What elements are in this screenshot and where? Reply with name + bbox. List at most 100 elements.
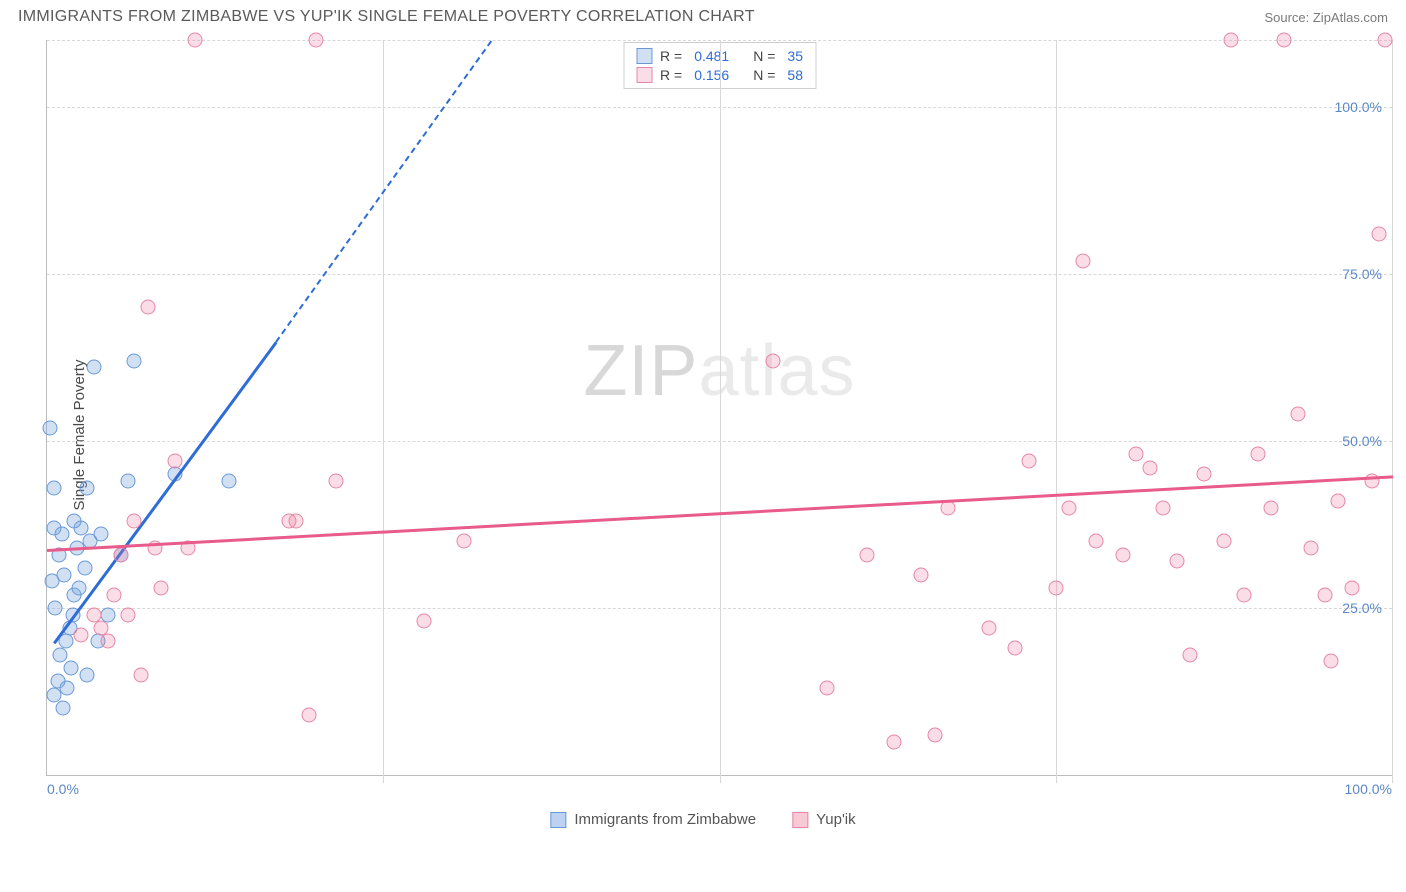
data-point bbox=[80, 667, 95, 682]
data-point bbox=[73, 627, 88, 642]
grid-line-v bbox=[1392, 40, 1393, 783]
y-tick-label: 50.0% bbox=[1342, 433, 1382, 449]
data-point bbox=[1021, 453, 1036, 468]
legend-n-label: N = bbox=[753, 48, 775, 64]
data-point bbox=[113, 547, 128, 562]
grid-line-v bbox=[1056, 40, 1057, 783]
legend-r-label: R = bbox=[660, 48, 682, 64]
data-point bbox=[134, 667, 149, 682]
legend-n-label: N = bbox=[753, 67, 775, 83]
y-tick-label: 100.0% bbox=[1335, 99, 1382, 115]
series-legend: Immigrants from Zimbabwe Yup'ik bbox=[550, 811, 855, 828]
data-point bbox=[329, 474, 344, 489]
legend-swatch bbox=[550, 812, 566, 828]
data-point bbox=[167, 453, 182, 468]
data-point bbox=[1116, 547, 1131, 562]
data-point bbox=[1331, 494, 1346, 509]
grid-line-v bbox=[720, 40, 721, 783]
legend-swatch bbox=[636, 48, 652, 64]
y-tick-label: 25.0% bbox=[1342, 600, 1382, 616]
data-point bbox=[1223, 33, 1238, 48]
data-point bbox=[1317, 587, 1332, 602]
data-point bbox=[1290, 407, 1305, 422]
data-point bbox=[221, 474, 236, 489]
legend-swatch bbox=[792, 812, 808, 828]
data-point bbox=[1129, 447, 1144, 462]
legend-n-value: 58 bbox=[787, 67, 803, 83]
data-point bbox=[1237, 587, 1252, 602]
data-point bbox=[1008, 641, 1023, 656]
legend-item: Immigrants from Zimbabwe bbox=[550, 811, 756, 828]
data-point bbox=[42, 420, 57, 435]
legend-swatch bbox=[636, 67, 652, 83]
data-point bbox=[860, 547, 875, 562]
chart-title: IMMIGRANTS FROM ZIMBABWE VS YUP'IK SINGL… bbox=[18, 8, 755, 26]
chart-container: Single Female Poverty ZIPatlas R =0.481N… bbox=[0, 32, 1406, 838]
legend-n-value: 35 bbox=[787, 48, 803, 64]
x-tick-label: 0.0% bbox=[47, 781, 79, 797]
legend-r-value: 0.156 bbox=[694, 67, 729, 83]
data-point bbox=[1156, 500, 1171, 515]
data-point bbox=[140, 300, 155, 315]
data-point bbox=[302, 707, 317, 722]
data-point bbox=[1062, 500, 1077, 515]
data-point bbox=[154, 580, 169, 595]
data-point bbox=[1324, 654, 1339, 669]
data-point bbox=[1183, 647, 1198, 662]
data-point bbox=[309, 33, 324, 48]
data-point bbox=[72, 580, 87, 595]
data-point bbox=[1250, 447, 1265, 462]
data-point bbox=[64, 661, 79, 676]
data-point bbox=[1277, 33, 1292, 48]
data-point bbox=[1089, 534, 1104, 549]
data-point bbox=[1304, 540, 1319, 555]
legend-item: Yup'ik bbox=[792, 811, 856, 828]
data-point bbox=[981, 621, 996, 636]
data-point bbox=[1169, 554, 1184, 569]
data-point bbox=[288, 514, 303, 529]
data-point bbox=[93, 527, 108, 542]
data-point bbox=[53, 647, 68, 662]
data-point bbox=[48, 600, 63, 615]
chart-source: Source: ZipAtlas.com bbox=[1264, 10, 1388, 25]
data-point bbox=[1142, 460, 1157, 475]
data-point bbox=[80, 480, 95, 495]
data-point bbox=[766, 353, 781, 368]
data-point bbox=[60, 681, 75, 696]
data-point bbox=[1344, 580, 1359, 595]
data-point bbox=[1378, 33, 1393, 48]
data-point bbox=[1371, 226, 1386, 241]
data-point bbox=[887, 734, 902, 749]
legend-label: Yup'ik bbox=[816, 811, 856, 828]
grid-line-v bbox=[383, 40, 384, 783]
data-point bbox=[416, 614, 431, 629]
data-point bbox=[127, 353, 142, 368]
legend-r-value: 0.481 bbox=[694, 48, 729, 64]
data-point bbox=[100, 634, 115, 649]
y-tick-label: 75.0% bbox=[1342, 266, 1382, 282]
data-point bbox=[87, 360, 102, 375]
data-point bbox=[820, 681, 835, 696]
plot-area: ZIPatlas R =0.481N =35R =0.156N =58 25.0… bbox=[46, 40, 1392, 776]
data-point bbox=[1196, 467, 1211, 482]
legend-label: Immigrants from Zimbabwe bbox=[574, 811, 756, 828]
data-point bbox=[120, 474, 135, 489]
data-point bbox=[127, 514, 142, 529]
data-point bbox=[56, 701, 71, 716]
data-point bbox=[107, 587, 122, 602]
chart-header: IMMIGRANTS FROM ZIMBABWE VS YUP'IK SINGL… bbox=[0, 0, 1406, 32]
data-point bbox=[120, 607, 135, 622]
x-tick-label: 100.0% bbox=[1345, 781, 1392, 797]
legend-r-label: R = bbox=[660, 67, 682, 83]
data-point bbox=[927, 727, 942, 742]
data-point bbox=[187, 33, 202, 48]
data-point bbox=[1048, 580, 1063, 595]
data-point bbox=[914, 567, 929, 582]
data-point bbox=[456, 534, 471, 549]
data-point bbox=[1263, 500, 1278, 515]
data-point bbox=[1216, 534, 1231, 549]
data-point bbox=[66, 514, 81, 529]
data-point bbox=[45, 574, 60, 589]
data-point bbox=[46, 480, 61, 495]
data-point bbox=[77, 560, 92, 575]
